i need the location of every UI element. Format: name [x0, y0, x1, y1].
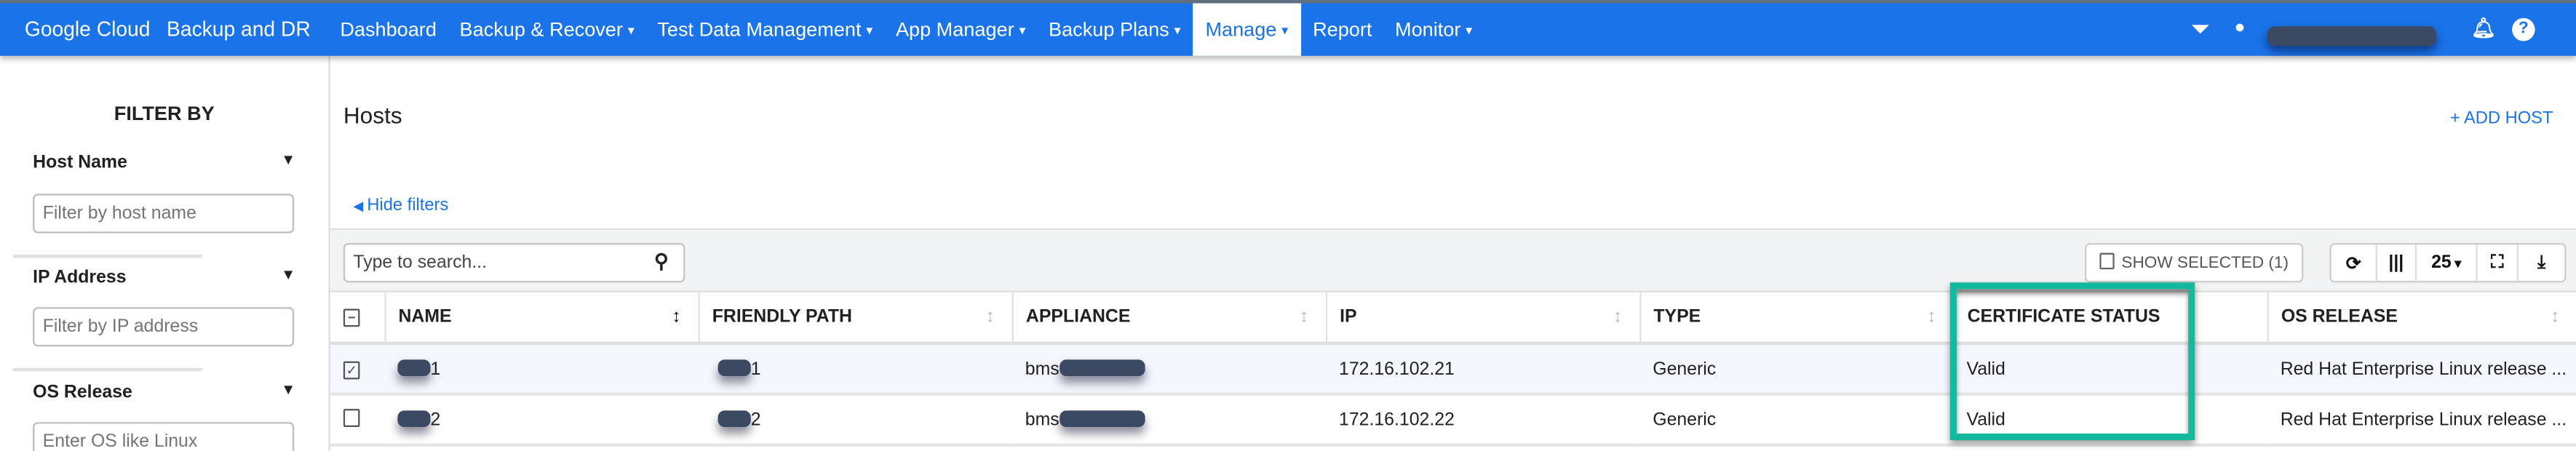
chevron-down-icon: ▾ — [866, 22, 873, 37]
brand-area: Google Cloud Backup and DR — [25, 4, 311, 56]
user-icon[interactable]: ● — [2234, 17, 2246, 38]
main-nav: Dashboard Backup & Recover ▾ Test Data Ma… — [329, 3, 1484, 56]
cell-name[interactable]: 1 — [384, 343, 699, 396]
chevron-down-icon: ▾ — [1174, 22, 1181, 37]
search-icon[interactable]: ⚲ — [654, 250, 669, 273]
column-header-os-release[interactable]: OS RELEASE ↕ — [2267, 292, 2576, 346]
nav-dashboard[interactable]: Dashboard — [340, 17, 437, 41]
os-release-filter-label[interactable]: OS Release — [33, 383, 132, 403]
hosts-table: − NAME ↕ FRIENDLY PATH ↕ APPLIANCE ↕ IP ↕ TY… — [330, 292, 2576, 447]
chevron-down-icon: ▾ — [1466, 22, 1473, 37]
bell-icon[interactable]: 🔔︎ — [2470, 16, 2496, 40]
redacted — [397, 410, 431, 426]
column-header-ip[interactable]: IP ↕ — [1325, 292, 1641, 346]
redacted — [717, 359, 751, 375]
column-header-certificate-status[interactable]: CERTIFICATE STATUS — [1953, 292, 2268, 346]
sort-icon[interactable]: ↕ — [985, 307, 995, 327]
row-checkbox[interactable]: ✓ — [330, 343, 385, 396]
redacted — [717, 410, 751, 426]
cell-friendly-path: 1 — [698, 343, 1012, 396]
redacted — [397, 359, 431, 375]
chevron-down-icon: ▾ — [1019, 22, 1026, 37]
cell-friendly-path: 2 — [698, 394, 1012, 447]
certificate-status-highlight — [1949, 282, 2195, 441]
table-header-row: − NAME ↕ FRIENDLY PATH ↕ APPLIANCE ↕ IP ↕ TY… — [330, 292, 2576, 346]
top-nav-bar: Google Cloud Backup and DR Dashboard Bac… — [0, 0, 2576, 56]
cell-ip: 172.16.102.22 — [1325, 394, 1640, 447]
nav-monitor[interactable]: Monitor ▾ — [1395, 17, 1473, 41]
cell-appliance: bms — [1011, 394, 1326, 447]
caret-down-icon[interactable]: ▼ — [281, 266, 296, 283]
chevron-down-icon: ▾ — [1281, 22, 1289, 37]
user-name-redacted[interactable] — [2267, 26, 2437, 47]
page-title: Hosts — [343, 101, 402, 129]
product-name: Backup and DR — [167, 17, 311, 41]
filter-by-title: FILTER BY — [114, 101, 215, 125]
sort-icon[interactable]: ↕ — [2551, 307, 2560, 327]
help-icon[interactable]: ? — [2512, 17, 2535, 41]
filter-icon[interactable]: ⏷ — [2191, 16, 2209, 41]
column-header-appliance[interactable]: APPLIANCE ↕ — [1011, 292, 1327, 346]
table-toolbar: Type to search... ⚲ SHOW SELECTED (1) ⟳ … — [330, 228, 2576, 292]
nav-backup-plans[interactable]: Backup Plans ▾ — [1049, 17, 1181, 41]
sort-icon[interactable]: ↕ — [1613, 307, 1623, 327]
table-row[interactable]: 2 2 bms 172.16.102.22 Generic Valid Red … — [330, 394, 2576, 447]
sort-icon[interactable]: ↕ — [1299, 307, 1309, 327]
host-name-filter-label[interactable]: Host Name — [33, 152, 127, 173]
table-row[interactable]: ✓ 1 1 bms 172.16.102.21 Generic Valid Re… — [330, 343, 2576, 396]
nav-report[interactable]: Report — [1313, 17, 1372, 41]
cell-ip: 172.16.102.21 — [1325, 343, 1640, 396]
row-checkbox[interactable] — [330, 394, 385, 447]
column-header-friendly-path[interactable]: FRIENDLY PATH ↕ — [698, 292, 1013, 346]
redacted — [1059, 359, 1145, 375]
nav-app-manager[interactable]: App Manager ▾ — [895, 17, 1026, 41]
divider — [13, 367, 202, 372]
table-actions: ⟳ ||| 25 ▾ ⛶ ⤓ — [2329, 243, 2567, 283]
cell-appliance: bms — [1011, 343, 1326, 396]
checkbox-icon — [2100, 252, 2115, 270]
column-header-type[interactable]: TYPE ↕ — [1639, 292, 1955, 346]
cell-os-release: Red Hat Enterprise Linux release ... — [2267, 394, 2576, 447]
sort-icon[interactable]: ↕ — [672, 307, 681, 327]
nav-backup-recover[interactable]: Backup & Recover ▾ — [459, 17, 635, 41]
cell-certificate-status: Valid — [1953, 343, 2267, 396]
refresh-icon[interactable]: ⟳ — [2331, 244, 2377, 282]
hide-filters-link[interactable]: ◀ Hide filters — [353, 195, 449, 215]
cell-name[interactable]: 2 — [384, 394, 699, 447]
nav-manage[interactable]: Manage ▾ — [1192, 3, 1302, 56]
redacted — [1059, 410, 1145, 426]
sort-icon[interactable]: ↕ — [1927, 307, 1936, 327]
caret-down-icon[interactable]: ▼ — [281, 380, 296, 398]
show-selected-toggle[interactable]: SHOW SELECTED (1) — [2085, 243, 2304, 283]
search-input[interactable]: Type to search... ⚲ — [343, 243, 685, 283]
os-release-filter-input[interactable] — [33, 422, 295, 451]
cell-os-release: Red Hat Enterprise Linux release ... — [2267, 343, 2576, 396]
page-size-select[interactable]: 25 ▾ — [2417, 244, 2478, 282]
chevron-down-icon: ▾ — [627, 22, 635, 37]
caret-down-icon[interactable]: ▼ — [281, 151, 296, 168]
brand-logo: Google Cloud — [24, 17, 151, 41]
host-name-filter-input[interactable] — [33, 193, 295, 234]
ip-address-filter-label[interactable]: IP Address — [33, 268, 127, 288]
column-header-name[interactable]: NAME ↕ — [384, 292, 699, 346]
columns-icon[interactable]: ||| — [2377, 244, 2417, 282]
select-all-checkbox[interactable]: − — [330, 292, 386, 346]
divider — [13, 254, 202, 258]
search-placeholder: Type to search... — [353, 252, 488, 273]
cell-type: Generic — [1639, 394, 1954, 447]
caret-left-icon: ◀ — [353, 199, 367, 214]
cell-type: Generic — [1639, 343, 1954, 396]
download-icon[interactable]: ⤓ — [2537, 252, 2546, 272]
fullscreen-icon[interactable]: ⛶ — [2478, 244, 2519, 282]
nav-test-data-management[interactable]: Test Data Management ▾ — [657, 17, 873, 41]
ip-address-filter-input[interactable] — [33, 307, 295, 347]
add-host-button[interactable]: + ADD HOST — [2449, 108, 2553, 129]
filter-sidebar: FILTER BY Host Name ▼ IP Address ▼ OS Re… — [0, 55, 330, 451]
